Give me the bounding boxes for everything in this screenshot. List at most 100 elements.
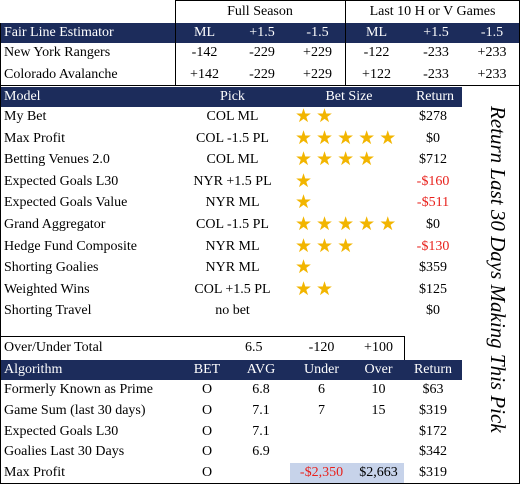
model-pick: COL ML [206, 152, 259, 167]
model-return: $0 [426, 303, 440, 318]
fair-line-value: -229 [249, 45, 275, 60]
bet-size-stars: ★ [295, 258, 316, 278]
col-last-plus: +1.5 [423, 25, 449, 40]
algorithm-under: 7 [318, 403, 325, 418]
over-under-label: Over/Under Total [4, 340, 103, 355]
star-icon: ★ [295, 214, 313, 235]
bet-col-header: BET [193, 362, 221, 377]
divider [175, 0, 520, 1]
algorithm-bet: O [201, 444, 213, 459]
algorithm-name: Game Sum (last 30 days) [4, 403, 146, 418]
fair-line-value: -229 [249, 67, 275, 82]
star-icon: ★ [316, 149, 334, 170]
algorithm-name: Goalies Last 30 Days [4, 444, 125, 459]
algorithm-return: $342 [419, 444, 447, 459]
bet-size-stars: ★ ★ ★ ★ [295, 150, 379, 170]
model-return: $712 [419, 152, 447, 167]
star-icon: ★ [316, 128, 334, 149]
star-icon: ★ [295, 279, 313, 300]
over-col-header: Over [364, 362, 393, 377]
divider [345, 0, 346, 86]
algorithm-return: $172 [419, 424, 447, 439]
over-under-total: 6.5 [245, 340, 263, 355]
team-name: New York Rangers [4, 45, 111, 60]
divider [404, 336, 405, 360]
fair-line-value: +229 [303, 67, 332, 82]
max-profit-over-box [353, 463, 404, 483]
star-icon: ★ [316, 279, 334, 300]
fair-line-value: -122 [363, 45, 390, 60]
model-name: Shorting Travel [4, 303, 92, 318]
team-name: Colorado Avalanche [4, 67, 118, 82]
fair-line-value: +233 [477, 67, 507, 82]
fair-line-value: -142 [191, 45, 218, 60]
algo-return-col-header: Return [413, 362, 453, 377]
model-return: -$130 [416, 239, 450, 254]
avg-col-header: AVG [246, 362, 276, 377]
algorithm-bet: O [201, 403, 213, 418]
bet-size-col-header: Bet Size [325, 89, 373, 104]
algorithm-avg [232, 463, 290, 483]
bet-size-stars: ★ [295, 172, 316, 192]
model-name: Expected Goals L30 [4, 174, 119, 189]
model-pick: COL ML [206, 109, 259, 124]
fair-line-header-bar [0, 23, 520, 43]
star-icon: ★ [337, 128, 355, 149]
vertical-label: Return Last 30 Days Making This Pick [475, 98, 520, 440]
star-icon: ★ [337, 214, 355, 235]
algorithm-return: $63 [422, 382, 444, 397]
algorithm-over [353, 422, 404, 442]
model-name: Max Profit [4, 131, 66, 146]
star-icon: ★ [337, 236, 355, 257]
model-name: Betting Venues 2.0 [4, 152, 110, 167]
max-profit-under-box [290, 463, 353, 483]
bet-size-stars: ★ ★ ★ ★ ★ [295, 129, 400, 149]
fair-line-title: Fair Line Estimator [4, 25, 114, 40]
bet-size-stars: ★ ★ [295, 280, 337, 300]
divider [0, 85, 520, 86]
algorithm-under [290, 422, 353, 442]
star-icon: ★ [316, 214, 334, 235]
model-name: My Bet [4, 109, 47, 124]
bet-size-stars: ★ [295, 193, 316, 213]
model-name: Shorting Goalies [4, 260, 99, 275]
star-icon: ★ [379, 128, 397, 149]
algorithm-over: 15 [371, 403, 386, 418]
model-return: $0 [426, 131, 440, 146]
model-name: Expected Goals Value [4, 195, 128, 210]
fair-line-value: +233 [477, 45, 507, 60]
full-season-header: Full Season [227, 4, 293, 19]
pick-col-header: Pick [220, 89, 245, 104]
model-name: Grand Aggregator [4, 217, 106, 232]
star-icon: ★ [295, 192, 313, 213]
model-return: $125 [419, 282, 447, 297]
col-last-minus: -1.5 [480, 25, 504, 40]
algorithm-avg: 7.1 [252, 424, 270, 439]
algorithm-col-header: Algorithm [4, 362, 63, 377]
model-pick: NYR ML [205, 239, 260, 254]
bet-size-stars: ★ ★ [295, 107, 337, 127]
algorithm-name: Formerly Known as Prime [4, 382, 153, 397]
bet-size-stars: ★ ★ ★ [295, 237, 358, 257]
model-pick: COL -1.5 PL [196, 217, 269, 232]
algorithm-under [290, 442, 353, 462]
algorithm-bet: O [201, 424, 213, 439]
fair-line-value: +142 [190, 67, 219, 82]
algorithm-over: 10 [371, 382, 386, 397]
over-odds: +100 [364, 340, 393, 355]
model-return: $0 [426, 217, 440, 232]
model-pick: NYR ML [205, 195, 260, 210]
last10-header: Last 10 H or V Games [369, 4, 496, 19]
algorithm-bet: O [201, 465, 213, 480]
model-name: Hedge Fund Composite [4, 239, 137, 254]
algorithm-avg: 6.9 [252, 444, 270, 459]
model-return: -$511 [416, 195, 450, 210]
star-icon: ★ [295, 236, 313, 257]
bet-size-stars: ★ ★ ★ ★ ★ [295, 215, 400, 235]
algorithm-name: Expected Goals L30 [4, 424, 119, 439]
divider [175, 0, 176, 86]
under-odds: -120 [308, 340, 335, 355]
fair-line-value: -233 [423, 45, 449, 60]
star-icon: ★ [295, 171, 313, 192]
algorithm-over [353, 442, 404, 462]
